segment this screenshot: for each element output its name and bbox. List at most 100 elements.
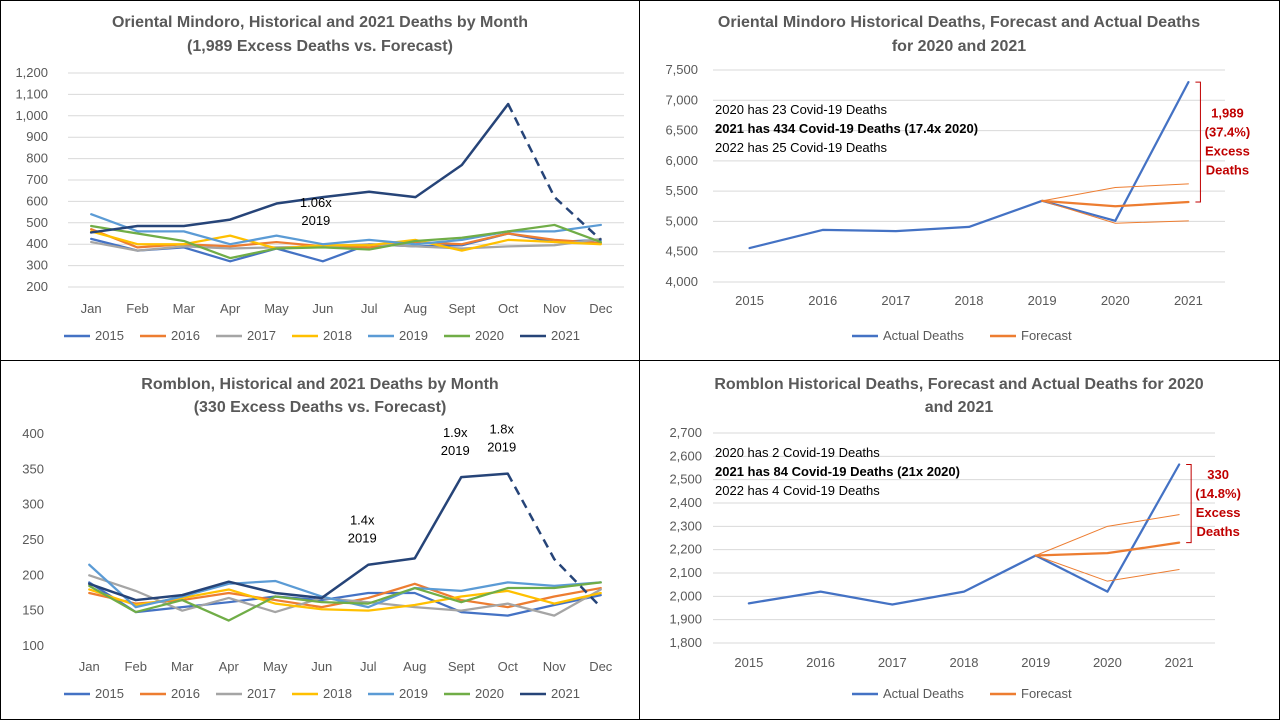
legend-label: 2017 — [247, 686, 276, 701]
x-tick-label: 2018 — [950, 655, 979, 670]
series-forecast-bound-3-line — [1041, 200, 1189, 224]
multiplier-annotation: 1.9x — [443, 425, 468, 440]
x-tick-label: May — [264, 301, 289, 316]
legend-label: 2017 — [247, 328, 276, 343]
y-tick-label: 2,300 — [669, 518, 702, 533]
legend-label: 2015 — [95, 328, 124, 343]
x-tick-label: 2015 — [735, 293, 764, 308]
series-forecast-line — [1034, 541, 1181, 557]
y-tick-label: 4,000 — [665, 274, 698, 289]
x-tick-label: 2018 — [955, 293, 984, 308]
x-tick-label: Nov — [543, 659, 567, 674]
multiplier-annotation: 2019 — [301, 213, 330, 228]
chart-title-line-2: (330 Excess Deaths vs. Forecast) — [194, 399, 447, 416]
y-tick-label: 500 — [26, 215, 48, 230]
chart-romblon-annual-svg: Romblon Historical Deaths, Forecast and … — [669, 376, 1241, 701]
chart-title-line-2: (1,989 Excess Deaths vs. Forecast) — [187, 38, 453, 55]
y-tick-label: 100 — [22, 638, 44, 653]
x-tick-label: Oct — [498, 301, 519, 316]
chart-0-group: Oriental Mindoro, Historical and 2021 De… — [15, 14, 624, 343]
covid-note: 2021 has 84 Covid-19 Deaths (21x 2020) — [715, 464, 960, 479]
x-tick-label: Jan — [79, 659, 100, 674]
series-2017-line — [88, 574, 602, 617]
chart-title-line-2: and 2021 — [925, 399, 994, 416]
y-tick-label: 5,500 — [665, 183, 698, 198]
x-tick-label: Mar — [171, 659, 194, 674]
series-forecast-line — [1041, 199, 1190, 208]
y-tick-label: 900 — [26, 129, 48, 144]
chart-title-line-1: Oriental Mindoro, Historical and 2021 De… — [112, 14, 528, 31]
legend-label: Actual Deaths — [883, 328, 964, 343]
x-tick-label: Sept — [448, 659, 475, 674]
x-tick-label: Jan — [81, 301, 102, 316]
y-tick-label: 7,500 — [665, 62, 698, 77]
x-tick-label: 2020 — [1093, 655, 1122, 670]
excess-deaths-label: Excess — [1196, 505, 1241, 520]
x-tick-label: 2017 — [881, 293, 910, 308]
multiplier-annotation: 1.4x — [350, 513, 375, 528]
series-2021-dashed-line — [506, 472, 602, 609]
x-tick-label: 2016 — [808, 293, 837, 308]
x-tick-label: Apr — [220, 301, 241, 316]
chart-romblon-annual: Romblon Historical Deaths, Forecast and … — [639, 360, 1280, 720]
series-2019-line — [88, 563, 602, 609]
y-tick-label: 700 — [26, 172, 48, 187]
x-tick-label: 2021 — [1165, 655, 1194, 670]
y-tick-label: 400 — [22, 426, 44, 441]
excess-deaths-label: 330 — [1207, 467, 1229, 482]
x-tick-label: Feb — [126, 301, 148, 316]
x-tick-label: Dec — [589, 659, 613, 674]
legend-label: 2018 — [323, 328, 352, 343]
excess-deaths-label: Excess — [1205, 144, 1250, 159]
y-tick-label: 300 — [22, 497, 44, 512]
legend-label: Forecast — [1021, 328, 1072, 343]
y-tick-label: 1,200 — [15, 65, 48, 80]
y-tick-label: 4,500 — [665, 244, 698, 259]
x-tick-label: Aug — [404, 301, 427, 316]
legend-label: Forecast — [1021, 686, 1072, 701]
legend-label: 2021 — [551, 686, 580, 701]
x-tick-label: Feb — [125, 659, 147, 674]
chart-title-line-1: Romblon Historical Deaths, Forecast and … — [714, 376, 1203, 393]
x-tick-label: Oct — [498, 659, 519, 674]
y-tick-label: 2,600 — [669, 448, 702, 463]
legend-label: 2018 — [323, 686, 352, 701]
x-tick-label: Jun — [312, 301, 333, 316]
multiplier-annotation: 1.8x — [489, 422, 514, 437]
series-forecast-bound-3-line — [1035, 555, 1180, 582]
legend-label: 2016 — [171, 686, 200, 701]
excess-deaths-label: 1,989 — [1211, 106, 1244, 121]
series-forecast-bound-2-line — [1035, 514, 1180, 556]
legend-label: Actual Deaths — [883, 686, 964, 701]
chart-title-line-2: for 2020 and 2021 — [892, 38, 1026, 55]
multiplier-annotation: 2019 — [487, 440, 516, 455]
series-2021-line — [88, 472, 509, 602]
legend-label: 2019 — [399, 686, 428, 701]
y-tick-label: 150 — [22, 603, 44, 618]
legend-label: 2016 — [171, 328, 200, 343]
series-actual-deaths-line — [748, 80, 1190, 250]
chart-oriental-mindoro-monthly: Oriental Mindoro, Historical and 2021 De… — [0, 0, 640, 361]
x-tick-label: 2019 — [1028, 293, 1057, 308]
x-tick-label: Sept — [448, 301, 475, 316]
y-tick-label: 200 — [22, 567, 44, 582]
series-2021-line — [89, 102, 510, 234]
chart-oriental-mindoro-annual-svg: Oriental Mindoro Historical Deaths, Fore… — [665, 14, 1250, 343]
x-tick-label: 2020 — [1101, 293, 1130, 308]
y-tick-label: 2,700 — [669, 425, 702, 440]
chart-oriental-mindoro-monthly-svg: Oriental Mindoro, Historical and 2021 De… — [15, 14, 624, 343]
y-tick-label: 5,000 — [665, 213, 698, 228]
x-tick-label: 2015 — [734, 655, 763, 670]
chart-title-line-1: Oriental Mindoro Historical Deaths, Fore… — [718, 14, 1200, 31]
chart-romblon-monthly-svg: Romblon, Historical and 2021 Deaths by M… — [22, 376, 613, 701]
y-tick-label: 1,100 — [15, 86, 48, 101]
chart-2-group: Romblon, Historical and 2021 Deaths by M… — [22, 376, 613, 701]
y-tick-label: 400 — [26, 236, 48, 251]
legend-label: 2015 — [95, 686, 124, 701]
covid-note: 2020 has 2 Covid-19 Deaths — [715, 445, 880, 460]
x-tick-label: 2019 — [1021, 655, 1050, 670]
y-tick-label: 1,800 — [669, 635, 702, 650]
excess-deaths-label: (14.8%) — [1195, 486, 1241, 501]
y-tick-label: 1,900 — [669, 612, 702, 627]
